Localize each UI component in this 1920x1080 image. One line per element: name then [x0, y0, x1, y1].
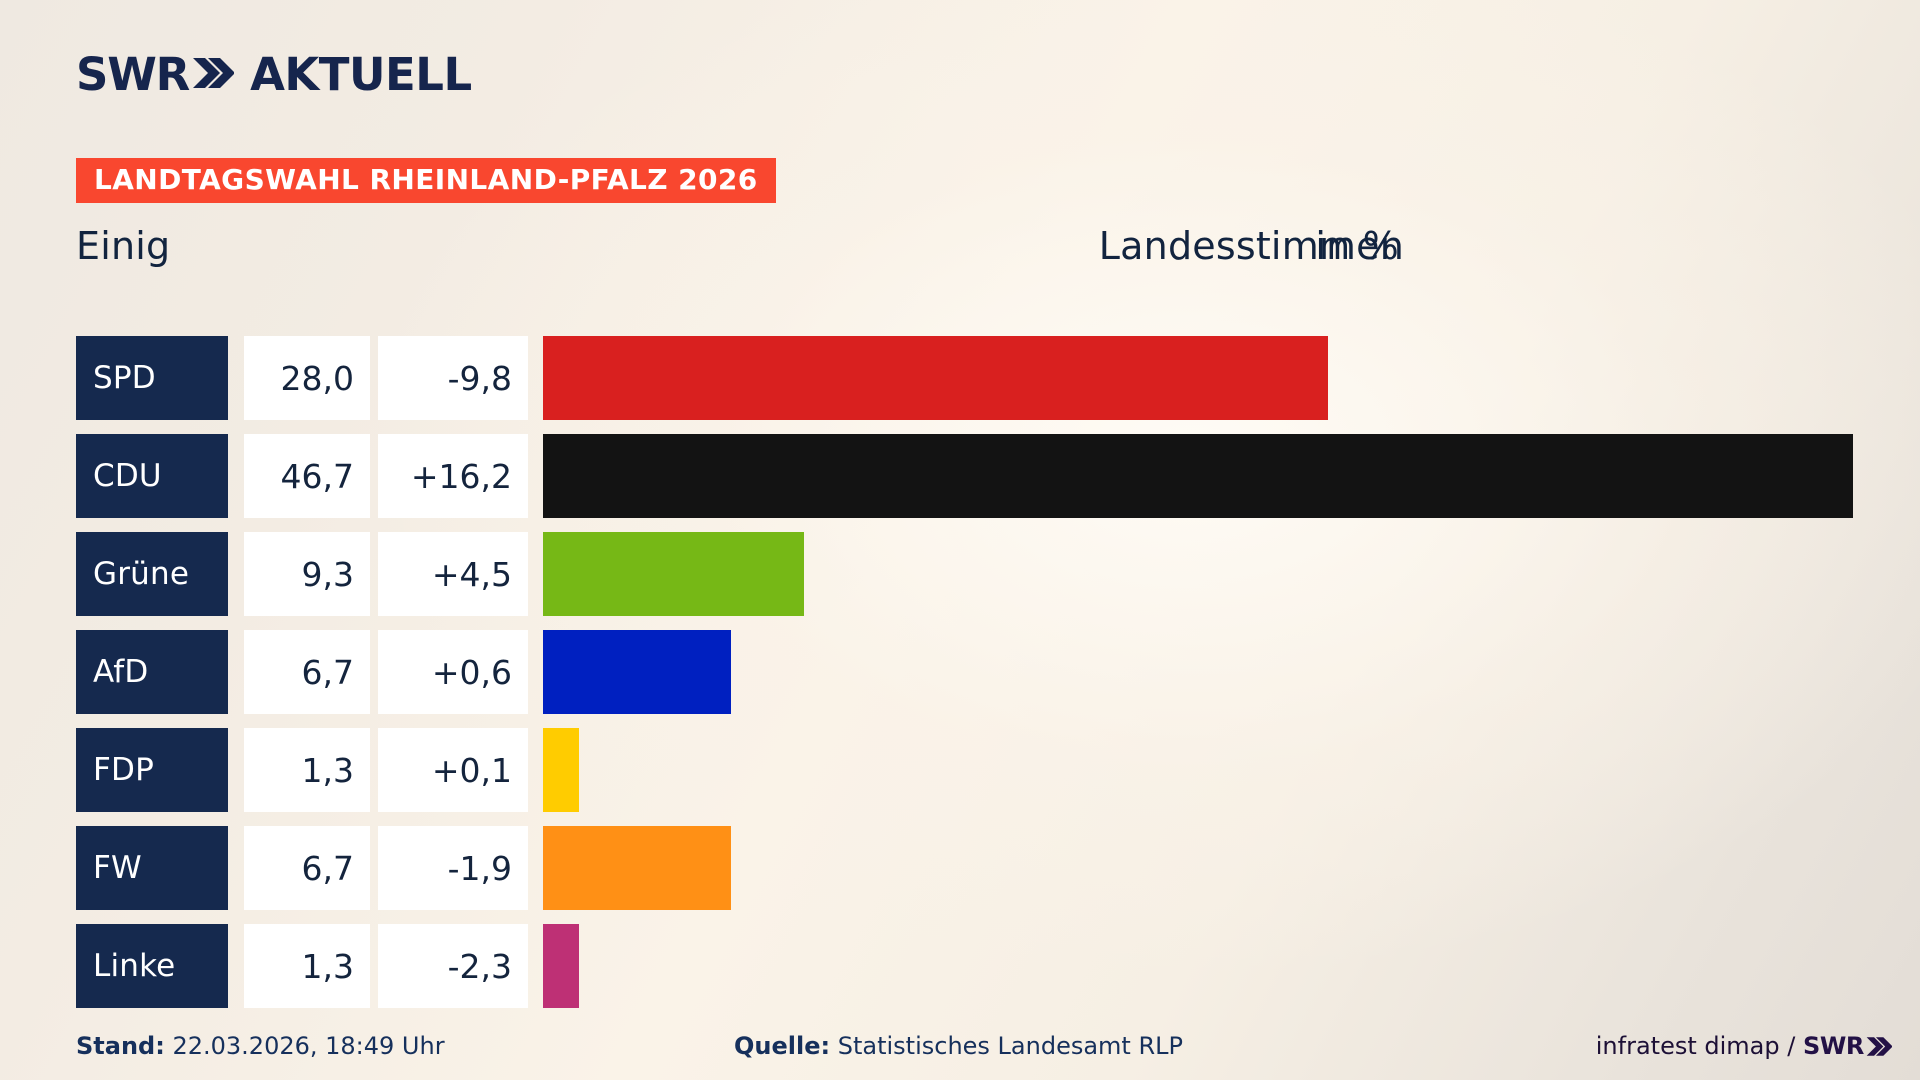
bar-track — [543, 728, 1920, 812]
party-bar — [543, 336, 1329, 420]
stand-info: Stand: 22.03.2026, 18:49 Uhr — [76, 1032, 445, 1060]
party-change-cell: -1,9 — [378, 826, 528, 910]
party-name-cell: Linke — [76, 924, 228, 1008]
party-share-cell: 46,7 — [244, 434, 370, 518]
footer: Stand: 22.03.2026, 18:49 Uhr Quelle: Sta… — [0, 1032, 1920, 1072]
aktuell-logo-text: AKTUELL — [250, 48, 472, 101]
party-change-cell: +0,1 — [378, 728, 528, 812]
table-row: SPD 28,0 -9,8 — [0, 336, 1920, 420]
quelle-value: Statistisches Landesamt RLP — [837, 1032, 1183, 1060]
swr-logo-text: SWR — [76, 48, 190, 101]
party-share-cell: 28,0 — [244, 336, 370, 420]
table-row: FDP 1,3 +0,1 — [0, 728, 1920, 812]
bar-track — [543, 924, 1920, 1008]
quelle-label: Quelle: — [734, 1032, 831, 1060]
party-change-cell: +16,2 — [378, 434, 528, 518]
party-name-cell: FDP — [76, 728, 228, 812]
party-name-cell: AfD — [76, 630, 228, 714]
credit-agency: infratest dimap / — [1595, 1032, 1803, 1060]
table-row: Linke 1,3 -2,3 — [0, 924, 1920, 1008]
party-share-cell: 1,3 — [244, 924, 370, 1008]
bar-track — [543, 434, 1920, 518]
party-name-cell: Grüne — [76, 532, 228, 616]
double-chevron-right-icon — [1866, 1035, 1893, 1063]
bar-track — [543, 826, 1920, 910]
party-name-cell: SPD — [76, 336, 228, 420]
table-row: Grüne 9,3 +4,5 — [0, 532, 1920, 616]
election-title-banner: LANDTAGSWAHL RHEINLAND-PFALZ 2026 — [76, 158, 776, 204]
bar-track — [543, 532, 1920, 616]
party-share-cell: 6,7 — [244, 630, 370, 714]
swr-aktuell-logo: SWR AKTUELL — [76, 52, 472, 97]
party-bar — [543, 728, 580, 812]
party-change-cell: -2,3 — [378, 924, 528, 1008]
party-bar — [543, 630, 731, 714]
bar-track — [543, 336, 1920, 420]
bar-track — [543, 630, 1920, 714]
unit-label: in % — [1315, 224, 1399, 268]
party-share-cell: 9,3 — [244, 532, 370, 616]
party-name-cell: CDU — [76, 434, 228, 518]
quelle-info: Quelle: Statistisches Landesamt RLP — [734, 1032, 1183, 1060]
credit-info: infratest dimap / SWR — [1595, 1032, 1893, 1063]
stand-label: Stand: — [76, 1032, 165, 1060]
results-table: SPD 28,0 -9,8 CDU 46,7 +16,2 Grüne 9,3 +4,5 AfD 6,… — [0, 336, 1920, 1022]
party-bar — [543, 434, 1853, 518]
party-share-cell: 1,3 — [244, 728, 370, 812]
party-change-cell: +0,6 — [378, 630, 528, 714]
party-bar — [543, 532, 804, 616]
party-change-cell: +4,5 — [378, 532, 528, 616]
party-bar — [543, 924, 580, 1008]
double-chevron-right-icon — [192, 56, 236, 93]
table-row: CDU 46,7 +16,2 — [0, 434, 1920, 518]
party-share-cell: 6,7 — [244, 826, 370, 910]
party-name-cell: FW — [76, 826, 228, 910]
party-bar — [543, 826, 731, 910]
region-label: Einig — [76, 224, 171, 268]
metric-label: Landesstimmen — [1098, 224, 1404, 268]
table-row: AfD 6,7 +0,6 — [0, 630, 1920, 714]
party-change-cell: -9,8 — [378, 336, 528, 420]
stand-value: 22.03.2026, 18:49 Uhr — [172, 1032, 445, 1060]
table-row: FW 6,7 -1,9 — [0, 826, 1920, 910]
credit-swr-text: SWR — [1802, 1032, 1864, 1060]
